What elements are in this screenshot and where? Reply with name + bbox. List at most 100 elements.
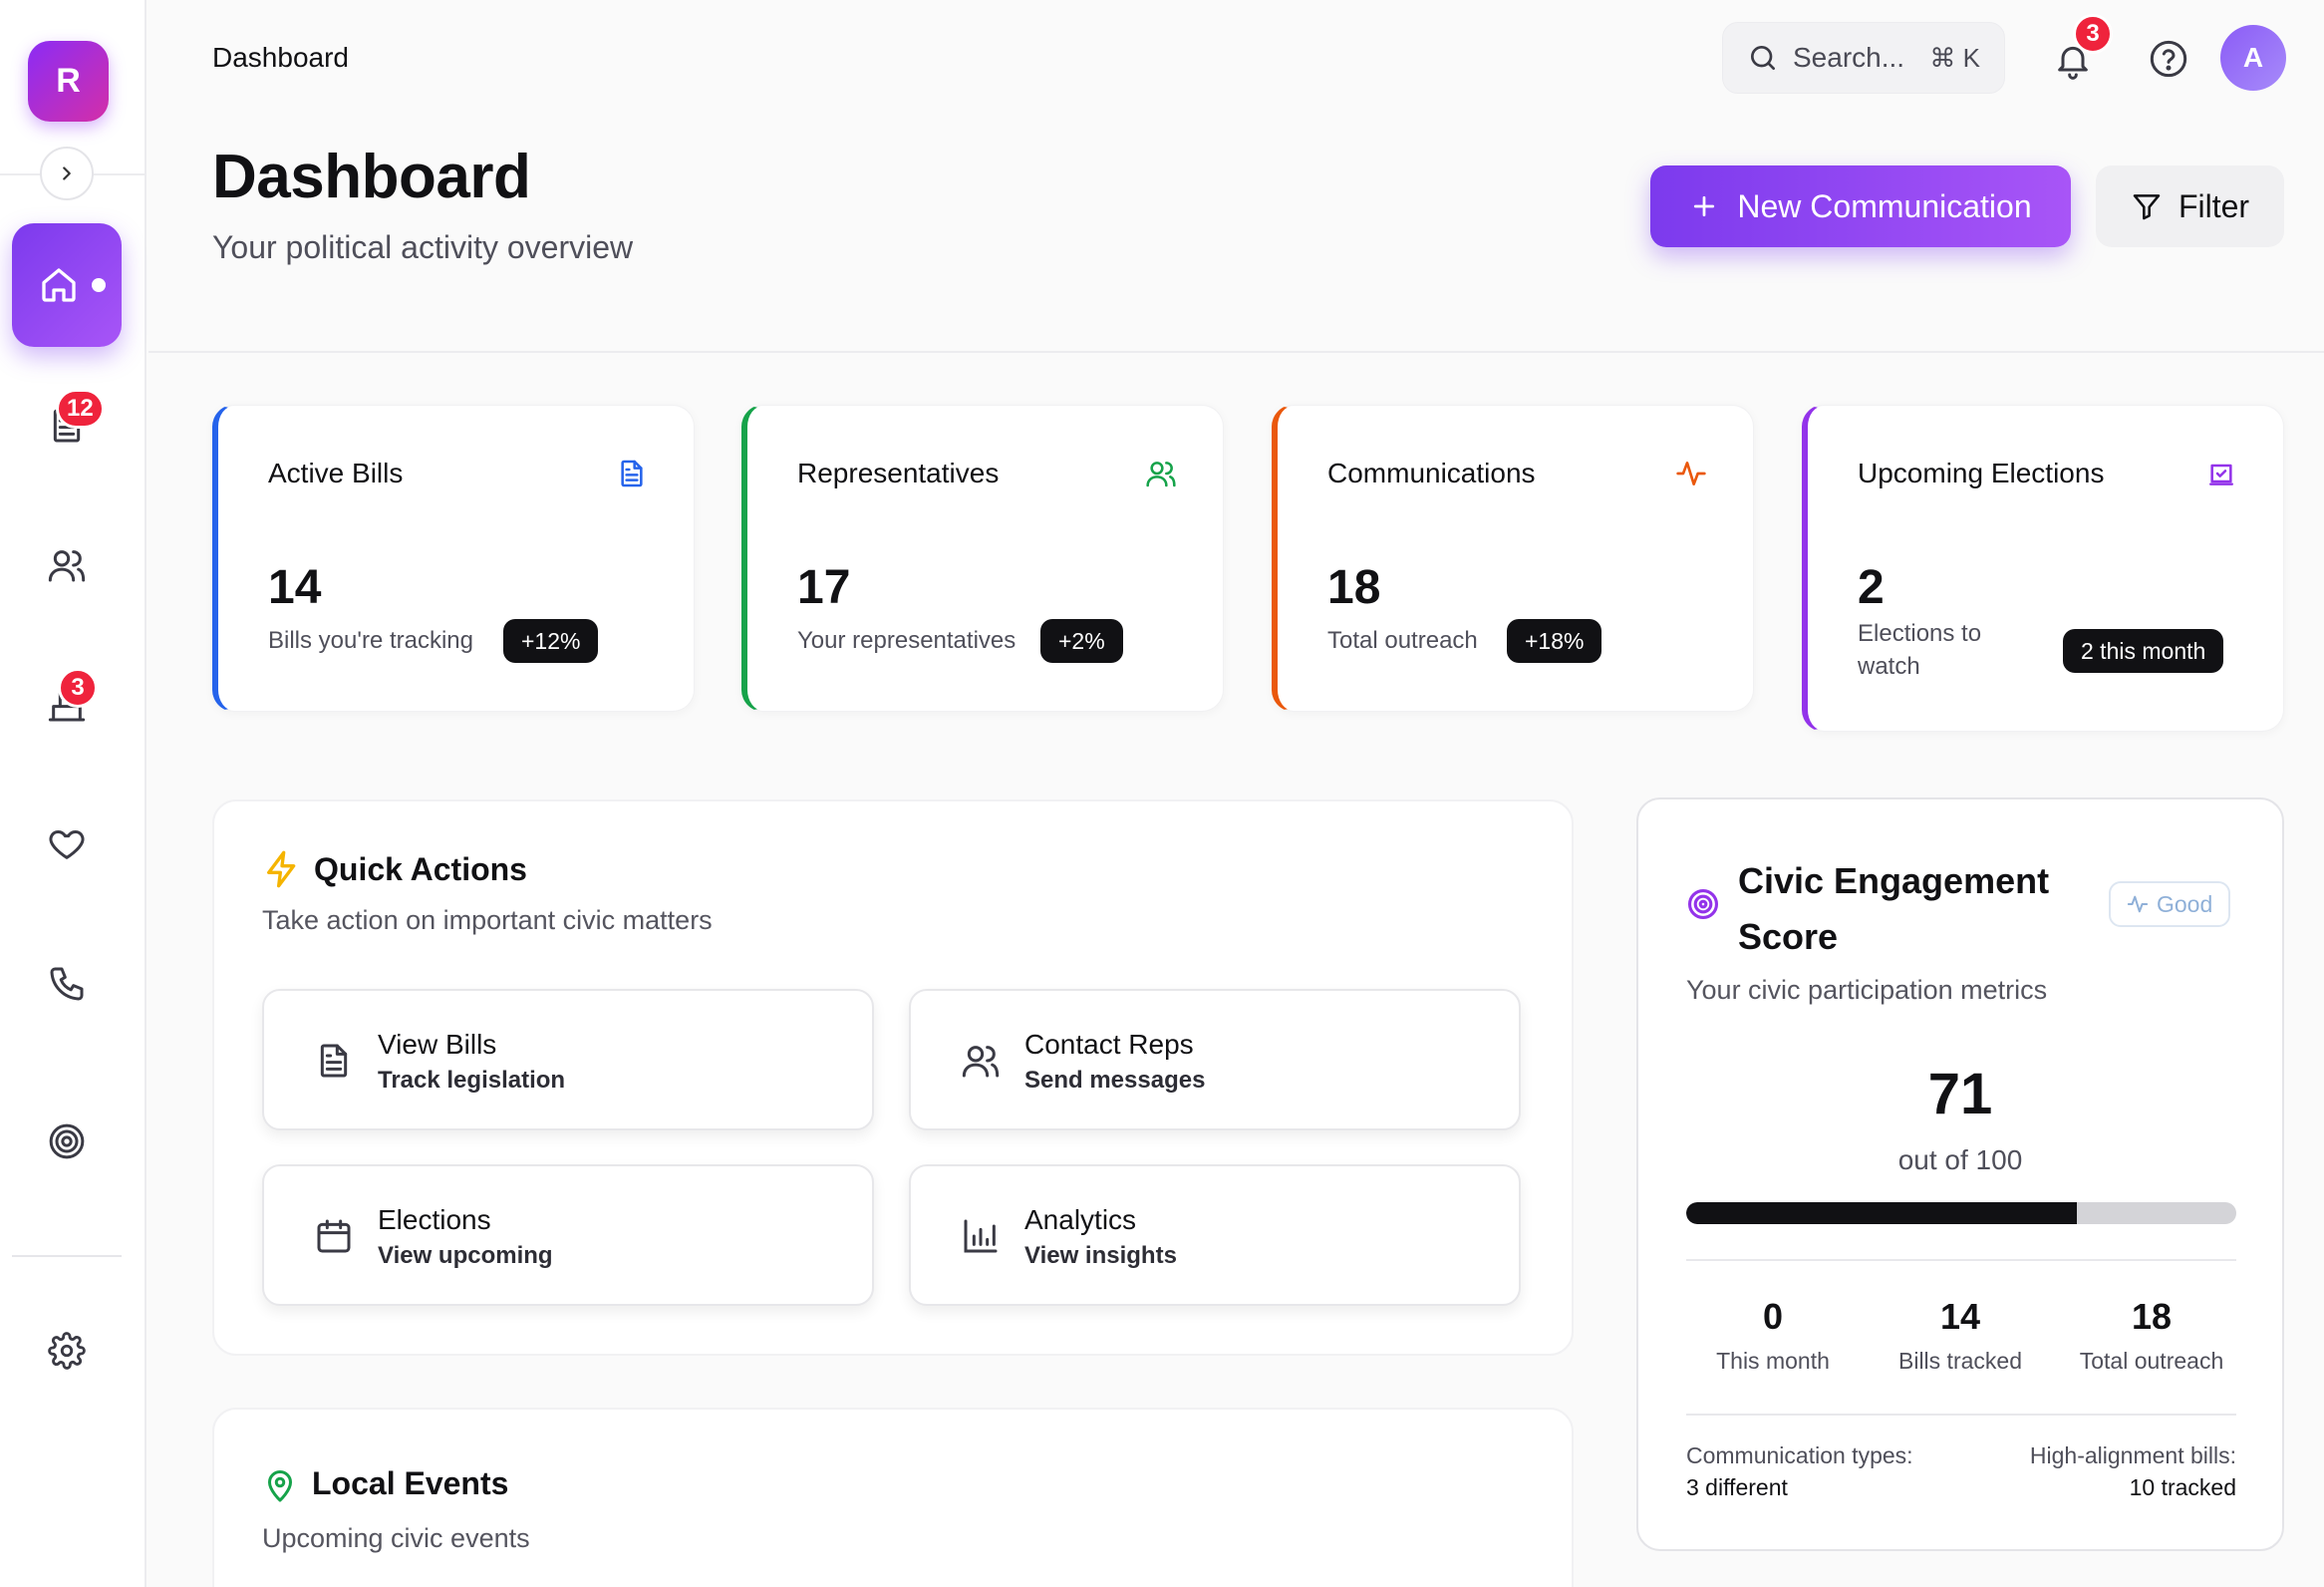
action-title: View Bills [378,1029,497,1060]
search-placeholder: Search... [1793,42,1905,73]
sidebar-item-home[interactable] [12,223,122,347]
calendar-icon [317,1219,351,1253]
notifications-button[interactable] [2047,34,2099,86]
stat-title: Communications [1327,458,1536,488]
stat-value: 14 [268,561,322,614]
stat-caption: Bills you're tracking [268,627,473,654]
topbar: Dashboard Search... ⌘ K 3 A [148,0,2324,118]
civic-score-progress-fill [1686,1202,2077,1224]
document-icon [621,460,643,487]
users-icon [48,550,86,582]
stat-card-upcoming-elections[interactable]: Upcoming Elections 2 Elections to watch … [1802,405,2284,732]
action-subtitle: View upcoming [378,1242,553,1269]
elections-badge: 3 [58,668,98,708]
stat-title: Representatives [797,458,1000,488]
stat-value: 0 [1762,1296,1784,1337]
stat-total-outreach: 18 Total outreach [2057,1296,2246,1375]
score-rating-badge: Good [2109,881,2231,927]
sidebar-expand-button[interactable] [40,147,94,200]
stat-card-active-bills[interactable]: Active Bills 14 Bills you're tracking +1… [212,405,695,712]
new-communication-button[interactable]: New Communication [1650,165,2071,247]
communication-types: Communication types: 3 different [1686,1439,1913,1503]
civic-score-subtitle: Your civic participation metrics [1686,975,2048,1005]
bills-badge: 12 [56,389,105,429]
stat-title: Upcoming Elections [1858,458,2105,488]
search-icon [1751,46,1775,70]
divider [1686,1259,2236,1261]
stat-label: Total outreach [2079,1348,2224,1374]
sidebar-item-representatives[interactable] [12,510,122,620]
plus-icon [1694,195,1715,217]
high-alignment-value: 10 tracked [2129,1474,2236,1500]
local-events-title: Local Events [312,1465,509,1501]
communication-types-label: Communication types: [1686,1442,1913,1468]
communication-types-value: 3 different [1686,1474,1788,1500]
notifications-badge: 3 [2073,14,2113,54]
help-icon [2150,40,2187,78]
bell-icon [2058,46,2088,80]
filter-icon [2133,194,2161,220]
quick-actions-panel: Quick Actions Take action on important c… [212,799,1574,1356]
stat-caption: Elections to watch [1858,620,1982,680]
target-icon [49,1123,85,1159]
civic-engagement-panel: Civic Engagement Score Good Your civic p… [1636,797,2284,1551]
lightning-icon [267,850,296,888]
target-icon [1687,888,1719,920]
home-icon [42,268,76,302]
active-indicator [92,278,106,292]
stat-value: 17 [797,561,851,614]
stat-value: 14 [1939,1296,1981,1337]
action-title: Elections [378,1204,491,1235]
action-title: Analytics [1024,1204,1137,1235]
view-bills-button[interactable]: View Bills Track legislation [262,989,874,1130]
elections-button[interactable]: Elections View upcoming [262,1164,874,1306]
sidebar-item-favorites[interactable] [12,790,122,899]
high-alignment-bills: High-alignment bills: 10 tracked [2030,1439,2236,1503]
stat-label: This month [1716,1348,1830,1374]
sidebar-item-engagement[interactable] [12,1087,122,1196]
quick-actions-title: Quick Actions [314,851,527,887]
stat-change-badge: +2% [1040,619,1123,663]
gear-icon [48,1332,86,1370]
help-button[interactable] [2142,32,2195,86]
breadcrumb: Dashboard [212,42,349,73]
user-avatar[interactable]: A [2220,25,2286,91]
heart-icon [49,830,85,859]
new-communication-label: New Communication [1737,187,2032,224]
header-divider [148,351,2324,353]
sidebar-item-settings[interactable] [12,1296,122,1406]
action-subtitle: View insights [1024,1242,1177,1269]
action-subtitle: Send messages [1024,1067,1206,1094]
phone-icon [50,967,84,1001]
civic-score-value: 71 [1927,1062,1993,1126]
app-logo[interactable]: R [28,41,109,122]
stat-caption: Total outreach [1327,627,1478,654]
contact-reps-button[interactable]: Contact Reps Send messages [909,989,1521,1130]
sidebar-item-contact[interactable] [12,929,122,1039]
filter-button[interactable]: Filter [2096,165,2284,247]
activity-icon [1676,462,1706,485]
stat-value: 2 [1858,561,1885,614]
stat-change-badge: +18% [1507,619,1602,663]
stat-this-month: 0 This month [1678,1296,1868,1375]
users-icon [1146,462,1176,487]
score-rating-label: Good [2157,890,2213,917]
high-alignment-label: High-alignment bills: [2029,1442,2236,1468]
filter-label: Filter [2178,187,2250,224]
stat-card-communications[interactable]: Communications 18 Total outreach +18% [1272,405,1754,712]
stat-change-badge: 2 this month [2063,629,2224,673]
stat-card-representatives[interactable]: Representatives 17 Your representatives … [741,405,1224,712]
civic-score-max: out of 100 [1897,1144,2023,1175]
civic-score-progress [1686,1202,2236,1224]
bar-chart-icon [964,1219,998,1253]
users-icon [962,1046,1000,1078]
search-input[interactable]: Search... ⌘ K [1722,22,2005,94]
local-events-subtitle: Upcoming civic events [262,1523,530,1553]
stat-bills-tracked: 14 Bills tracked [1866,1296,2055,1375]
sidebar-divider-bottom [12,1255,122,1257]
chevron-right-icon [63,166,71,180]
analytics-button[interactable]: Analytics View insights [909,1164,1521,1306]
action-title: Contact Reps [1024,1029,1194,1060]
stat-change-badge: +12% [503,619,599,663]
civic-score-title: Civic Engagement Score [1738,860,2050,957]
